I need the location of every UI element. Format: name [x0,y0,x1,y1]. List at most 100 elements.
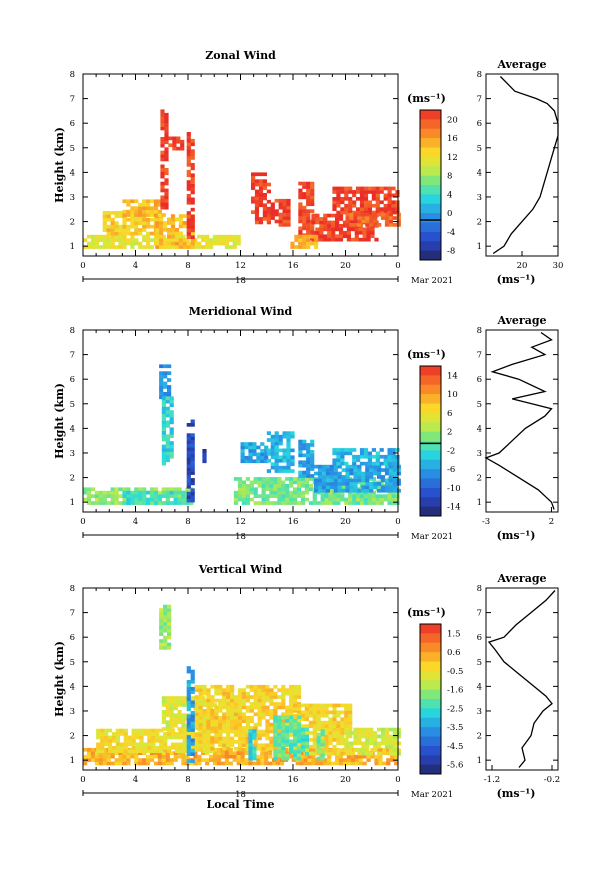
heatmap-cell [172,136,177,141]
heatmap-cell [251,182,256,187]
heatmap-cell [251,199,256,204]
heatmap-cell [340,727,345,732]
heatmap-cell [122,217,127,222]
heatmap-cell [153,238,159,242]
heatmap-cell [320,494,325,498]
colorbar-segment [420,231,441,242]
heatmap-cell [226,705,231,710]
heatmap-cell [396,223,401,227]
heatmap-cell [349,223,354,227]
heatmap-cell [261,688,266,692]
heatmap-cell [269,490,274,495]
heatmap-cell [160,116,165,120]
heatmap-cell [160,202,165,207]
heatmap-cell [161,490,166,495]
heatmap-cell [244,442,249,446]
heatmap-cell [168,136,173,141]
colorbar-tick-label: 16 [447,134,458,144]
heatmap-cell [258,172,264,177]
heatmap-cell [153,209,159,214]
heatmap-cell [202,709,207,713]
date-month-label: Mar 2021 [411,790,453,800]
heatmap-cell [94,494,99,498]
heatmap-cell [143,745,148,750]
heatmap-cell [181,497,186,502]
heatmap-cell [119,742,124,747]
heatmap-cell [142,221,147,225]
heatmap-cell [336,210,341,215]
heatmap-cell [329,464,334,469]
heatmap-cell [198,729,203,734]
heatmap-cell [384,471,390,476]
heatmap-cell [153,497,159,502]
heatmap-cell [285,739,290,744]
heatmap-cell [83,761,88,766]
heatmap-cell [180,139,185,144]
heatmap-cell [165,501,170,505]
heatmap-cell [377,482,382,486]
heatmap-cell [110,487,115,492]
heatmap-cell [310,226,315,231]
heatmap-cell [281,698,286,703]
heatmap-cell [365,482,370,486]
heatmap-cell [320,720,325,725]
heatmap-cell [348,717,353,722]
heatmap-cell [357,748,362,753]
heatmap-cell [345,485,350,490]
heatmap-cell [332,717,337,722]
heatmap-cell [122,497,127,502]
heatmap-cell [134,228,139,232]
heatmap-cell [167,611,172,616]
heatmap-cell [344,207,349,211]
heatmap-cell [142,751,147,755]
heatmap-cell [190,735,195,740]
heatmap-cell [265,484,270,488]
heatmap-cell [226,684,231,689]
heatmap-cell [159,639,164,643]
heatmap-cell [319,230,324,235]
heatmap-cell [353,475,358,479]
heatmap-cell [222,702,227,706]
heatmap-cell [159,234,164,239]
heatmap-cell [345,744,350,749]
heatmap-cell [296,484,302,488]
heatmap-cell [174,732,180,736]
heatmap-cell [138,231,143,236]
heatmap-cell [299,751,304,755]
heatmap-cell [335,213,340,218]
heatmap-cell [392,485,397,490]
heatmap-cell [159,374,164,379]
heatmap-cell [186,197,191,202]
heatmap-cell [261,494,266,498]
heatmap-cell [344,710,349,715]
heatmap-cell [155,241,160,246]
heatmap-cell [205,238,210,242]
heatmap-cell [214,733,219,737]
heatmap-cell [114,761,119,766]
heatmap-cell [277,490,282,495]
heatmap-cell [277,725,282,730]
heatmap-cell [248,753,253,757]
heatmap-cell [396,741,401,746]
heatmap-cell [281,715,286,720]
y-tick-label: 7 [70,609,75,619]
heatmap-cell [352,497,357,502]
heatmap-cell [118,228,123,232]
heatmap-cell [327,224,332,228]
heatmap-cell [290,241,295,246]
heatmap-cell [336,497,341,502]
heatmap-cell [328,741,333,746]
heatmap-cell [160,112,165,117]
heatmap-cell [293,477,298,481]
heatmap-cell [163,228,168,232]
heatmap-cell [256,452,261,457]
heatmap-cell [306,185,311,189]
heatmap-cell [159,646,164,650]
heatmap-cell [282,216,287,220]
colorbar-tick-label: 14 [447,371,458,381]
heatmap-cell [333,488,338,493]
heatmap-cell [149,751,155,755]
heatmap-cell [186,180,191,184]
heatmap-cell [185,238,190,242]
date-day-label: 18 [235,276,246,286]
